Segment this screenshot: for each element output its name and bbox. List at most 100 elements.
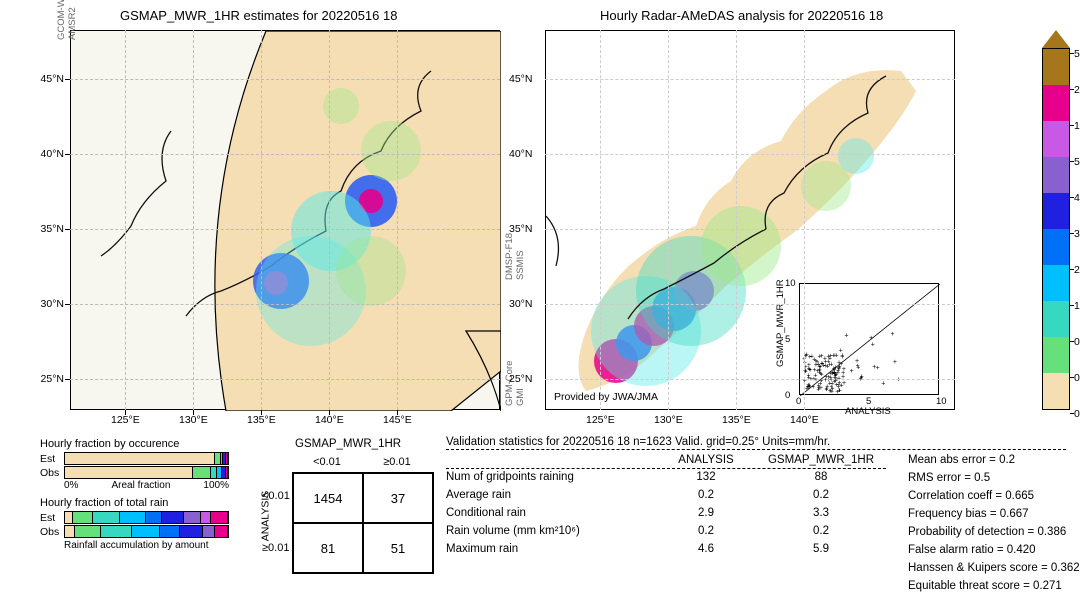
occurrence-est-row: Est	[40, 452, 240, 465]
validation-stat: RMS error = 0.5	[908, 472, 1080, 484]
validation-row: Num of gridpoints raining13288	[446, 471, 906, 483]
fraction-segment	[65, 453, 215, 464]
colorbar-tick	[1070, 53, 1074, 54]
gridline-h	[70, 79, 500, 80]
occurrence-obs-row: Obs	[40, 466, 240, 479]
val-row-label: Rain volume (mm km²10⁶)	[446, 525, 656, 537]
validation-divider	[446, 449, 1066, 450]
svg-text:+: +	[850, 368, 854, 375]
cont-cell-11: 51	[363, 523, 433, 573]
fraction-segment	[201, 512, 211, 523]
gridline-v	[736, 30, 737, 410]
colorbar-segment	[1043, 373, 1069, 409]
fraction-segment	[146, 512, 162, 523]
totalrain-obs-bar	[64, 525, 229, 538]
left-map-svg	[71, 31, 501, 411]
validation-left: Validation statistics for 20220516 18 n=…	[446, 436, 906, 612]
sat-label-dmspf18: DMSP-F18 SSMIS	[504, 233, 526, 280]
svg-text:+: +	[807, 374, 811, 381]
colorbar-tick-label: 0.5	[1074, 336, 1080, 348]
top-row: GSMAP_MWR_1HR estimates for 20220516 18 …	[0, 0, 1080, 420]
fraction-segment	[226, 453, 228, 464]
svg-text:+: +	[869, 335, 873, 342]
cont-cell-00: 1454	[293, 473, 363, 523]
provided-by-label: Provided by JWA/JMA	[554, 391, 658, 403]
totalrain-est-row: Est	[40, 511, 240, 524]
validation-stat: Mean abs error = 0.2	[908, 454, 1080, 466]
fraction-segment	[73, 512, 93, 523]
colorbar-tick-label: 50	[1074, 48, 1080, 60]
fraction-segment	[180, 526, 204, 537]
xtick-label: 130°E	[654, 414, 683, 426]
val-col-analysis: ANALYSIS	[656, 454, 756, 466]
bottom-row: Hourly fraction by occurence Est Obs 0% …	[0, 430, 1080, 612]
gridline-v	[329, 30, 330, 410]
ytick-label: 40°N	[509, 148, 532, 160]
ytick-label: 40°N	[41, 148, 64, 160]
svg-text:+: +	[841, 370, 845, 377]
ytick-label: 30°N	[41, 298, 64, 310]
axis-100pct: 100%	[203, 480, 229, 491]
colorbar-tick-label: 2	[1074, 264, 1080, 276]
val-analysis-value: 132	[656, 471, 756, 483]
gridline-h	[70, 379, 500, 380]
axis-areal: Areal fraction	[111, 480, 170, 491]
contingency-table: 1454 37 81 51	[292, 472, 434, 574]
validation-row: Maximum rain4.65.9	[446, 543, 906, 555]
contingency-title: GSMAP_MWR_1HR	[295, 438, 401, 450]
validation-stat: Correlation coeff = 0.665	[908, 490, 1080, 502]
val-gsmap-value: 0.2	[756, 489, 886, 501]
val-gsmap-value: 0.2	[756, 525, 886, 537]
xtick-label: 140°E	[315, 414, 344, 426]
fraction-segment	[132, 526, 160, 537]
xtick	[125, 410, 126, 415]
contingency-col-headers: <0.01 ≥0.01	[292, 456, 432, 468]
svg-text:+: +	[824, 386, 828, 393]
scatter-xtick: 10	[936, 396, 947, 407]
colorbar-segment	[1043, 49, 1069, 85]
occurrence-axis: 0% Areal fraction 100%	[64, 480, 229, 491]
gridline-v	[261, 30, 262, 410]
svg-text:+: +	[876, 365, 880, 372]
fraction-segment	[93, 512, 121, 523]
right-map-title: Hourly Radar-AMeDAS analysis for 2022051…	[600, 8, 883, 23]
colorbar-segment	[1043, 301, 1069, 337]
svg-text:+: +	[832, 367, 836, 374]
gridline-h	[545, 304, 955, 305]
colorbar-tick-label: 5	[1074, 156, 1080, 168]
xtick-label: 140°E	[790, 414, 819, 426]
validation-row: Conditional rain2.93.3	[446, 507, 906, 519]
colorbar-segment	[1043, 121, 1069, 157]
totalrain-obs-row: Obs	[40, 525, 240, 538]
ytick-label: 45°N	[509, 73, 532, 85]
right-map-box: Provided by JWA/JMA+++++++++++++++++++++…	[545, 30, 955, 410]
val-analysis-value: 2.9	[656, 507, 756, 519]
scatter-ylabel: GSMAP_MWR_1HR	[775, 279, 786, 367]
svg-text:+: +	[827, 358, 831, 365]
validation-divider-2	[446, 468, 886, 469]
svg-text:+: +	[833, 374, 837, 381]
table-row: 81 51	[293, 523, 433, 573]
gridline-h	[545, 229, 955, 230]
colorbar-tick-label: 0	[1074, 408, 1080, 420]
left-map-panel: GSMAP_MWR_1HR estimates for 20220516 18 …	[0, 0, 520, 420]
gridline-h	[70, 304, 500, 305]
svg-text:+: +	[842, 380, 846, 387]
colorbar-segment	[1043, 193, 1069, 229]
right-map-panel: Hourly Radar-AMeDAS analysis for 2022051…	[520, 0, 990, 420]
colorbar-tick	[1070, 269, 1074, 270]
left-map-box	[70, 30, 500, 410]
fraction-segment	[215, 526, 228, 537]
colorbar-tick	[1070, 125, 1074, 126]
colorbar-tick-label: 10	[1074, 120, 1080, 132]
colorbar: 502510543210.50.010	[1042, 30, 1070, 410]
svg-text:+: +	[893, 359, 897, 366]
fraction-section: Hourly fraction by occurence Est Obs 0% …	[0, 430, 240, 612]
gridline-v	[804, 30, 805, 410]
colorbar-tick	[1070, 161, 1074, 162]
validation-stat: False alarm ratio = 0.420	[908, 544, 1080, 556]
val-analysis-value: 0.2	[656, 489, 756, 501]
svg-text:+: +	[816, 361, 820, 368]
xtick-label: 135°E	[722, 414, 751, 426]
colorbar-tick	[1070, 197, 1074, 198]
